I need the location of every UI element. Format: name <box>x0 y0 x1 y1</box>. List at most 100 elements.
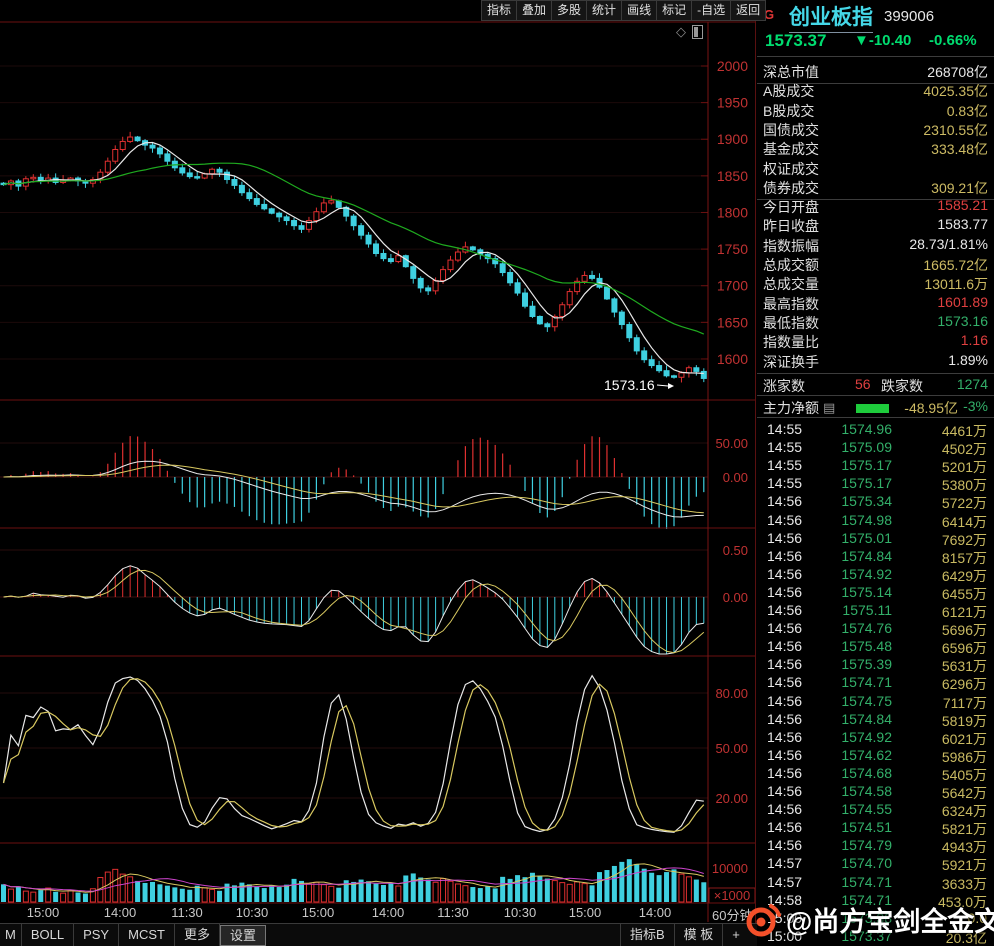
topbar-menu-item[interactable]: 指标 <box>481 0 518 21</box>
tick-row[interactable]: 14:55 1575.09 4502万 <box>757 439 994 457</box>
y-axis-label: 1850 <box>717 168 748 184</box>
volume-bar <box>53 891 59 902</box>
candle <box>507 272 514 284</box>
period-label[interactable]: 60分钟 <box>712 908 753 923</box>
tick-row[interactable]: 14:55 1575.17 5201万 <box>757 457 994 475</box>
tick-row[interactable]: 14:56 1574.75 7117万 <box>757 693 994 711</box>
volume-bar <box>231 885 237 902</box>
volume-bar <box>209 888 216 903</box>
list-icon[interactable]: ▤ <box>823 400 836 415</box>
tick-row[interactable]: 14:56 1574.76 5696万 <box>757 620 994 638</box>
volume-bar <box>671 869 677 902</box>
tick-row[interactable]: 14:56 1575.01 7692万 <box>757 530 994 548</box>
diamond-marker-icon[interactable]: ◇ <box>676 24 686 39</box>
tick-time: 14:56 <box>767 837 803 854</box>
bottom-menu-item[interactable]: PSY <box>74 924 120 946</box>
volume-bar <box>351 881 357 902</box>
volume-bar <box>269 885 275 902</box>
topbar-menu-item[interactable]: 标记 <box>657 0 693 21</box>
tick-row[interactable]: 14:56 1575.48 6596万 <box>757 638 994 656</box>
info-label: 最高指数 <box>763 295 819 312</box>
tick-row[interactable]: 14:56 1574.71 6296万 <box>757 674 994 692</box>
tick-volume: 5405万 <box>941 766 987 783</box>
candle <box>313 211 320 222</box>
tick-row[interactable]: 14:56 1574.55 6324万 <box>757 801 994 819</box>
tick-price: 1574.68 <box>841 764 892 781</box>
candle <box>432 280 439 292</box>
volume-bar <box>217 890 223 902</box>
tick-row[interactable]: 14:56 1574.92 6021万 <box>757 729 994 747</box>
bottom-menu-item[interactable]: + <box>722 924 749 946</box>
volume-bar <box>276 887 282 902</box>
tick-row[interactable]: 14:57 1574.70 5921万 <box>757 855 994 873</box>
bottom-menu-item[interactable]: M <box>0 924 22 946</box>
bottom-menu-item[interactable]: 设置 <box>219 925 266 946</box>
volume-bar <box>38 890 44 902</box>
volume-bar <box>261 888 267 902</box>
tick-row[interactable]: 14:55 1575.17 5380万 <box>757 475 994 493</box>
tick-time: 15:00 <box>767 909 803 926</box>
tick-row[interactable]: 14:56 1574.98 6414万 <box>757 512 994 530</box>
candle <box>656 365 663 372</box>
volume-bar <box>30 891 37 903</box>
tick-price: 1573.38 <box>841 909 892 926</box>
tick-row[interactable]: 14:56 1575.14 6455万 <box>757 584 994 602</box>
tick-row[interactable]: 14:56 1574.84 8157万 <box>757 548 994 566</box>
sub-axis-label: 0.50 <box>723 543 748 558</box>
index-title[interactable]: 创业板指 <box>789 1 873 33</box>
volume-bar <box>172 887 178 902</box>
volume-bar <box>194 885 200 902</box>
down-count-label: 跌家数 <box>881 378 923 394</box>
topbar-menu-item[interactable]: 返回 <box>731 0 767 21</box>
tick-row[interactable]: 15:00 1573.37 20.3亿 <box>757 928 994 946</box>
tick-volume: 6324万 <box>941 803 987 820</box>
tick-row[interactable]: 14:56 1574.92 6429万 <box>757 566 994 584</box>
topbar-menu-item[interactable]: -自选 <box>692 0 732 21</box>
tick-row[interactable]: 14:56 1574.84 5819万 <box>757 711 994 729</box>
tick-row[interactable]: 14:56 1575.39 5631万 <box>757 656 994 674</box>
topbar-menu-item[interactable]: 多股 <box>552 0 588 21</box>
tick-row[interactable]: 14:56 1574.62 5986万 <box>757 747 994 765</box>
volume-bar <box>693 879 699 902</box>
bottom-menu-item[interactable]: 模 板 <box>673 924 723 946</box>
tick-row[interactable]: 14:56 1574.68 5405万 <box>757 765 994 783</box>
bottom-menu-item[interactable]: BOLL <box>22 924 75 946</box>
candle <box>127 136 134 142</box>
info-value: 1573.16 <box>937 312 988 329</box>
window-split-icon[interactable] <box>692 25 703 39</box>
bottom-menu-item[interactable]: 更多 <box>175 924 220 946</box>
volume-bar <box>634 863 640 902</box>
bottom-menu-item[interactable]: 指标B <box>620 924 674 946</box>
tick-row[interactable]: 15:00 1573.38 0.0 <box>757 910 994 928</box>
tick-row[interactable]: 14:57 1574.71 3633万 <box>757 874 994 892</box>
tick-volume: 5696万 <box>941 622 987 639</box>
tick-volume: 8157万 <box>941 549 987 566</box>
tick-volume: 3633万 <box>941 875 987 892</box>
tick-row[interactable]: 14:56 1575.34 5722万 <box>757 493 994 511</box>
candle <box>581 274 588 282</box>
topbar-menu-item[interactable]: 统计 <box>587 0 623 21</box>
volume-bar <box>551 880 558 903</box>
tick-row[interactable]: 14:56 1574.51 5821万 <box>757 819 994 837</box>
tick-time: 14:58 <box>767 891 803 908</box>
info-value: 13011.6万 <box>924 276 988 293</box>
tick-row[interactable]: 14:56 1574.79 4943万 <box>757 837 994 855</box>
tick-row[interactable]: 14:56 1574.58 5642万 <box>757 783 994 801</box>
low-price-annotation: 1573.16 <box>604 377 655 393</box>
tick-row[interactable]: 14:55 1574.96 4461万 <box>757 421 994 439</box>
info-value: 28.73/1.81% <box>909 235 988 252</box>
axis-layer: 2000 1950 1900 1850 1800 1750 1700 1650 1600 50.0… <box>0 21 756 922</box>
bottom-menu-item[interactable]: MCST <box>119 924 175 946</box>
tick-row[interactable]: 14:56 1575.11 6121万 <box>757 602 994 620</box>
sub-axis-label: 0.00 <box>723 470 748 485</box>
topbar-menu-item[interactable]: 叠加 <box>517 0 553 21</box>
topbar-menu-item[interactable]: 画线 <box>622 0 658 21</box>
candle <box>559 304 566 317</box>
x-axis-label: 10:30 <box>504 905 537 920</box>
breadth-row: 涨家数 56 跌家数 1274 <box>757 376 994 395</box>
candle <box>529 305 536 317</box>
candle <box>469 246 476 251</box>
candle <box>283 216 290 222</box>
tick-row[interactable]: 14:58 1574.71 453.0万 <box>757 892 994 910</box>
chart-area[interactable]: 2000 1950 1900 1850 1800 1750 1700 1650 1600 50.0… <box>0 0 757 923</box>
